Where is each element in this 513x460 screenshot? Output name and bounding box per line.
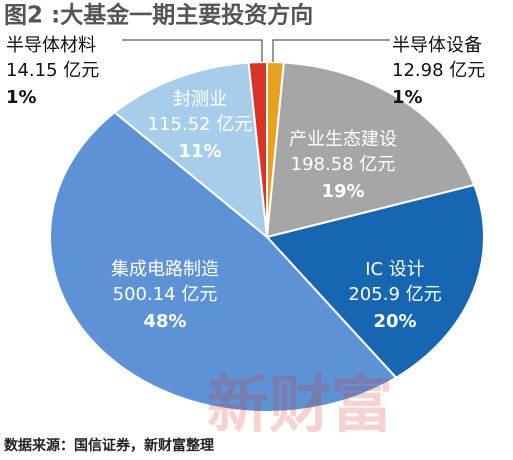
percent-label: 11%: [178, 141, 221, 162]
value-label: 500.14 亿元: [113, 284, 218, 305]
percent-label: 19%: [321, 181, 364, 202]
value-label: 198.58 亿元: [291, 154, 396, 175]
pie: [49, 60, 485, 413]
pie-slice: [113, 61, 269, 240]
slice-label: 半导体材料: [6, 35, 96, 56]
value-label: 14.15 亿元: [6, 60, 99, 81]
slice-label: IC 设计: [365, 259, 425, 280]
percent-label: 48%: [143, 311, 186, 332]
slice-label: 封测业: [173, 89, 227, 110]
slice-label: 产业生态建设: [289, 129, 397, 150]
percent-label: 1%: [6, 87, 37, 108]
percent-label: 1%: [392, 87, 423, 108]
leader-line: [272, 39, 390, 62]
slice-label: 半导体设备: [392, 35, 482, 56]
watermark: 新财富: [207, 371, 393, 440]
pie-slice: [265, 183, 485, 379]
pie-slice: [265, 61, 476, 239]
slice-label: 集成电路制造: [111, 259, 219, 280]
leader-line: [122, 39, 263, 62]
value-label: 115.52 亿元: [148, 114, 253, 135]
value-label: 12.98 亿元: [392, 60, 485, 81]
value-label: 205.9 亿元: [348, 284, 441, 305]
source-note: 数据来源：国信证券，新财富整理: [4, 437, 214, 454]
chart-title: 图2 :大基金一期主要投资方向: [4, 2, 313, 29]
pie-slice: [247, 60, 268, 238]
pie-slice: [49, 111, 398, 413]
percent-label: 20%: [373, 311, 416, 332]
